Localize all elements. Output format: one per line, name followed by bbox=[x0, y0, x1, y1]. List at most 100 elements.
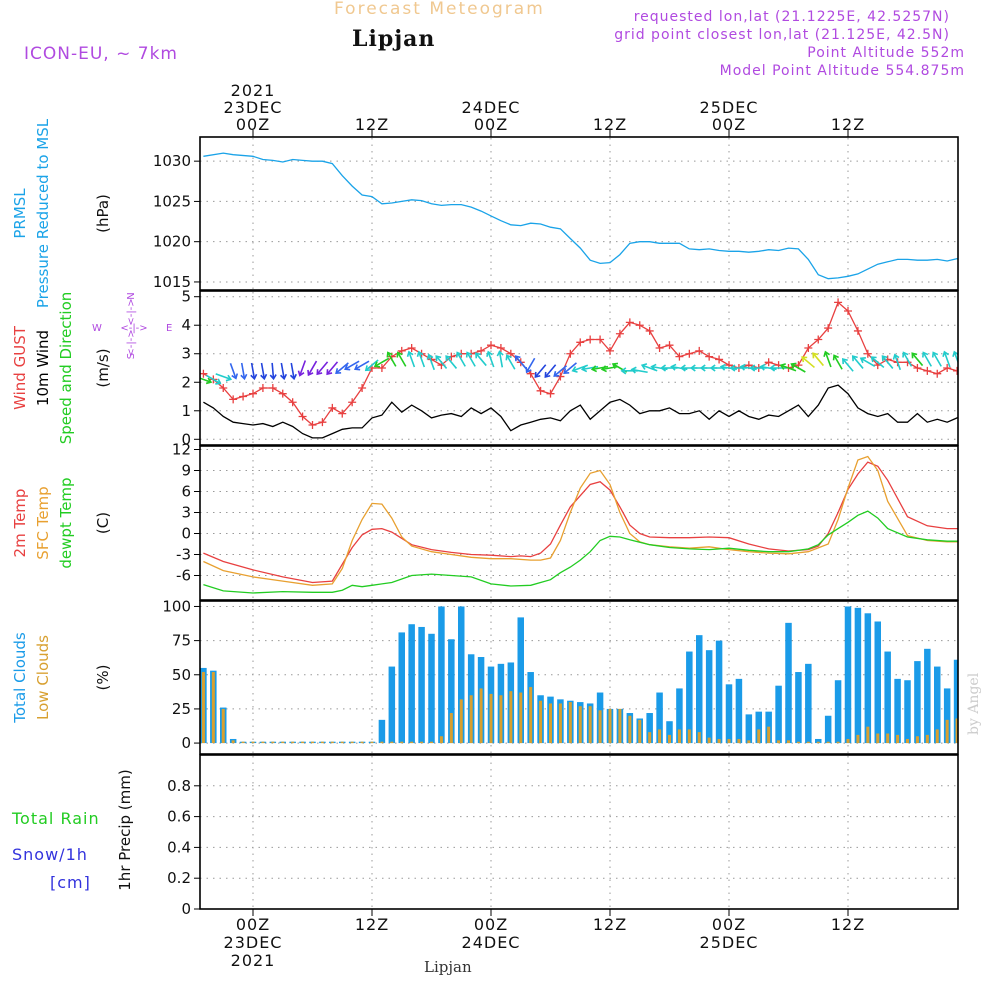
wind-direction-arrow bbox=[445, 355, 458, 369]
wind-direction-arrow bbox=[790, 362, 806, 373]
gust-marker bbox=[546, 389, 555, 398]
arrow-shaft bbox=[215, 373, 232, 381]
low-cloud-bar bbox=[400, 741, 404, 744]
low-cloud-bar bbox=[846, 738, 850, 744]
arrow-head bbox=[297, 370, 305, 377]
low-cloud-bar bbox=[628, 715, 632, 744]
gust-marker bbox=[219, 383, 228, 392]
arrow-head bbox=[406, 350, 414, 357]
top-time-label: 23DEC bbox=[224, 98, 283, 117]
arrow-shaft bbox=[280, 362, 285, 379]
wind-direction-arrow bbox=[942, 350, 951, 368]
total-cloud-bar bbox=[388, 666, 396, 744]
value-tick-label: 1030 bbox=[153, 152, 191, 170]
gust-marker bbox=[377, 364, 386, 372]
low-cloud-bar bbox=[915, 736, 919, 744]
series-line-sfc bbox=[203, 455, 958, 586]
wind-direction-arrow bbox=[206, 374, 222, 385]
arrow-head bbox=[344, 364, 351, 371]
arrow-head bbox=[952, 350, 958, 357]
wind-direction-arrow bbox=[739, 363, 757, 371]
panel-temperature: -6 -3 0 3 6 9 12 2m Temp SFC Temp dewpt Temp (C) bbox=[11, 441, 959, 601]
value-tick-label: 0 bbox=[181, 525, 191, 543]
arrow-head bbox=[225, 374, 233, 382]
wind-direction-arrow bbox=[486, 350, 495, 368]
total-cloud-bar bbox=[934, 666, 941, 744]
wind-direction-arrow bbox=[386, 351, 397, 367]
arrow-head bbox=[841, 357, 848, 365]
series-line-wind10m bbox=[203, 384, 958, 439]
total-cloud-bar bbox=[735, 678, 743, 744]
compass-ns-arrows-top: <-|-> bbox=[126, 298, 137, 325]
wind-direction-arrow bbox=[719, 363, 738, 371]
low-cloud-bar bbox=[925, 734, 929, 744]
low-cloud-bar bbox=[211, 672, 215, 744]
total-cloud-bar bbox=[844, 606, 852, 744]
gust-marker bbox=[933, 369, 942, 378]
arrow-shaft bbox=[525, 357, 536, 373]
panel-unit: 1hr Precip (mm) bbox=[116, 769, 134, 890]
bottom-time-label: 00Z bbox=[474, 915, 508, 934]
compass-east: E bbox=[166, 323, 172, 334]
low-cloud-bar bbox=[231, 740, 235, 744]
arrow-head bbox=[205, 377, 213, 385]
value-tick-label: 1020 bbox=[153, 233, 191, 251]
total-cloud-bar bbox=[815, 738, 822, 744]
arrow-head bbox=[650, 363, 657, 371]
total-cloud-bar bbox=[914, 661, 921, 744]
compass-south: S bbox=[126, 353, 137, 359]
gust-marker bbox=[685, 349, 694, 358]
wind-direction-arrow bbox=[496, 350, 504, 368]
low-cloud-bar bbox=[330, 741, 334, 744]
wind-direction-arrow bbox=[670, 363, 688, 371]
total-cloud-bar bbox=[398, 632, 405, 744]
arrow-head bbox=[465, 351, 473, 358]
requested-point: requested lon,lat (21.1225E, 42.5257N) bbox=[633, 9, 950, 25]
total-cloud-bar bbox=[894, 678, 901, 744]
low-cloud-bar bbox=[509, 691, 513, 744]
low-cloud-bar bbox=[856, 734, 860, 744]
arrow-head bbox=[769, 364, 776, 372]
arrow-shaft bbox=[260, 362, 266, 379]
wind-direction-arrow bbox=[426, 353, 435, 371]
low-cloud-bar bbox=[638, 719, 642, 744]
arrow-shaft bbox=[894, 354, 902, 371]
wind-direction-arrow bbox=[316, 361, 329, 376]
arrow-shaft bbox=[475, 352, 487, 367]
value-tick-label: 0 bbox=[181, 900, 191, 918]
top-time-label: 12Z bbox=[831, 115, 865, 134]
arrow-head bbox=[812, 352, 819, 359]
gust-marker bbox=[258, 383, 267, 392]
wind-direction-arrow bbox=[881, 355, 894, 369]
arrow-head bbox=[902, 351, 909, 358]
wind-direction-arrow bbox=[630, 366, 648, 374]
wind-direction-arrow bbox=[215, 373, 233, 382]
gust-marker bbox=[665, 341, 674, 350]
panel-clouds: 0 25 50 75 100 Total Clouds Low Clouds (%) bbox=[11, 597, 959, 755]
arrow-shaft bbox=[229, 363, 237, 379]
low-cloud-bar bbox=[687, 729, 691, 744]
low-cloud-bar bbox=[360, 741, 364, 744]
arrow-shaft bbox=[206, 374, 221, 385]
total-cloud-bar bbox=[696, 635, 703, 744]
wind-direction-arrow bbox=[812, 352, 825, 367]
panel-frame bbox=[199, 136, 959, 291]
panel-label: 10m Wind bbox=[34, 330, 52, 406]
total-cloud-bar bbox=[904, 680, 911, 744]
arrow-head bbox=[307, 369, 314, 377]
total-cloud-bar bbox=[953, 659, 958, 744]
bottom-time-label: 2021 bbox=[231, 951, 276, 970]
low-cloud-bar bbox=[658, 729, 662, 744]
value-tick-label: 1 bbox=[181, 402, 191, 420]
value-tick-label: 0 bbox=[181, 430, 191, 448]
arrow-shaft bbox=[365, 359, 379, 371]
panel-label: Pressure Reduced to MSL bbox=[34, 118, 52, 308]
arrow-head bbox=[779, 363, 787, 370]
gust-marker bbox=[338, 409, 347, 418]
gust-marker bbox=[477, 346, 486, 355]
arrow-head bbox=[353, 364, 361, 371]
wind-direction-arrow bbox=[250, 362, 258, 381]
low-cloud-bar bbox=[380, 741, 384, 744]
arrow-head bbox=[832, 354, 839, 361]
low-cloud-bar bbox=[469, 695, 473, 744]
